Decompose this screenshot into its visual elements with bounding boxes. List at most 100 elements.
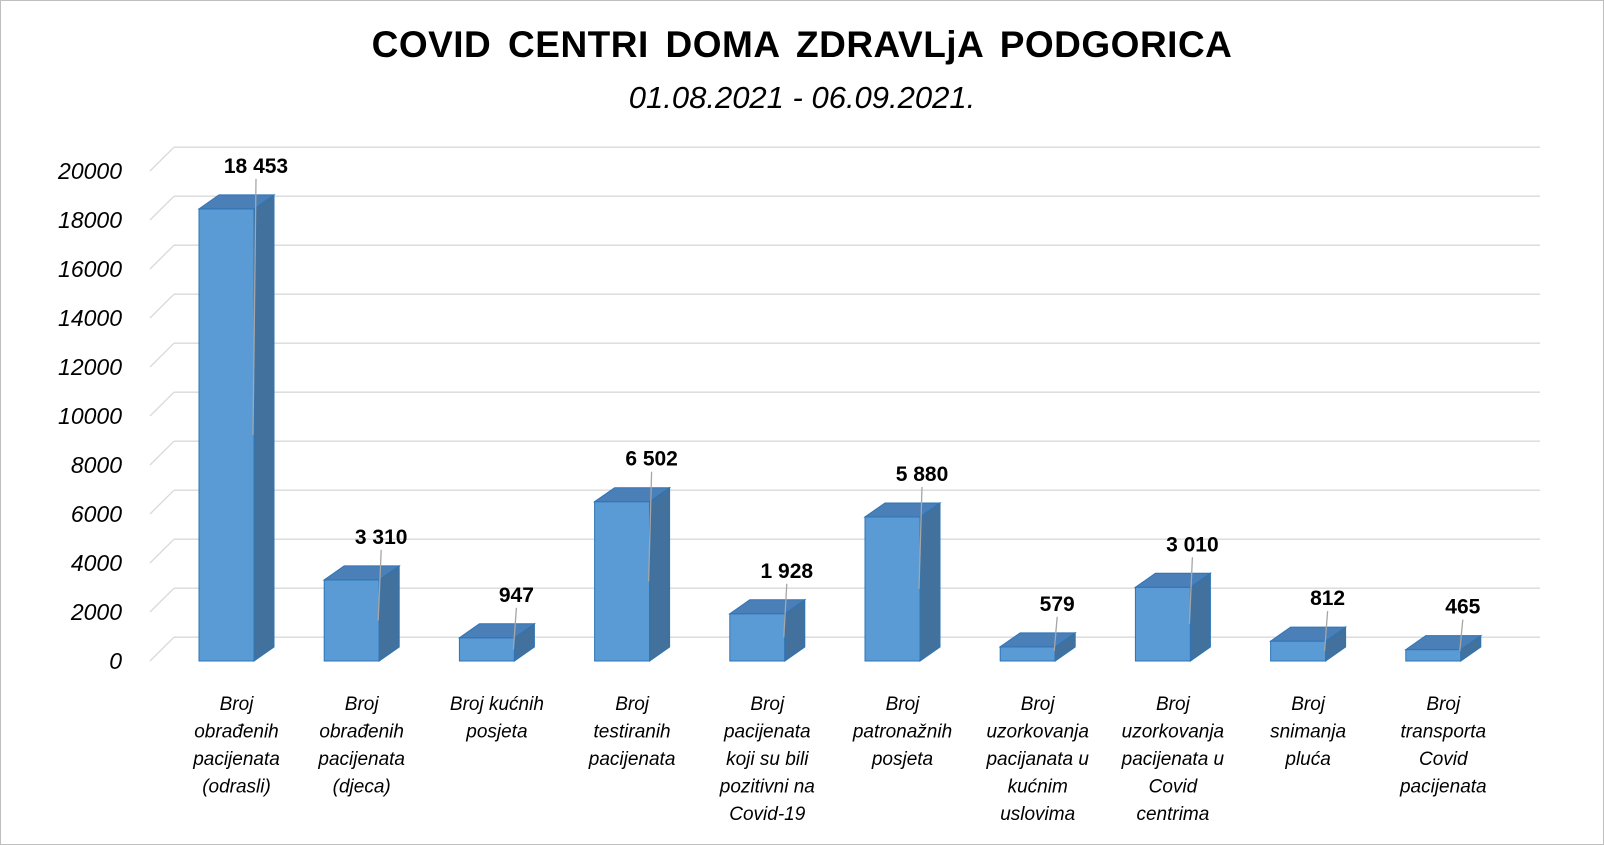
leader-line — [918, 486, 923, 589]
gridline-diagonal — [149, 244, 175, 270]
bar-top — [998, 632, 1077, 648]
bar-front — [1270, 640, 1327, 662]
x-tick-label-line: koji su bili — [726, 749, 809, 770]
x-tick-label-line: pacijenata — [1399, 777, 1487, 798]
x-tick-label-line: Broj — [1156, 694, 1191, 715]
gridline-diagonal — [149, 489, 175, 515]
x-tick-label-line: (odrasli) — [202, 777, 271, 798]
x-tick-label-line: posjeta — [871, 749, 933, 770]
x-axis-labels: Broj obrađenih pacijenata (odrasli) Broj obra… — [192, 694, 1486, 825]
x-tick-label-line: pacijanata u — [985, 749, 1089, 770]
data-label: 947 — [499, 584, 534, 607]
y-tick-label: 6000 — [71, 501, 122, 527]
x-tick-label-line: centrima — [1136, 804, 1209, 825]
x-tick-label-line: uslovima — [1000, 804, 1075, 825]
x-tick-label-line: uzorkovanja — [986, 722, 1088, 743]
bars — [197, 193, 1483, 662]
x-tick-label-line: Broj — [1291, 694, 1326, 715]
bar-front — [1405, 649, 1462, 662]
x-tick-label-line: uzorkovanja — [1122, 722, 1224, 743]
y-tick-label: 2000 — [70, 599, 122, 625]
x-tick-label-line: (djeca) — [333, 777, 391, 798]
chart-subtitle: 01.08.2021 - 06.09.2021. — [628, 80, 976, 115]
y-tick-label: 20000 — [57, 158, 122, 184]
data-label: 812 — [1310, 587, 1345, 610]
y-tick-label: 4000 — [71, 550, 122, 576]
data-label: 579 — [1040, 593, 1075, 616]
bar-front — [1134, 586, 1191, 662]
x-tick-label: Broj transporta Covid pacijenata — [1399, 694, 1487, 798]
leader-line — [647, 471, 653, 582]
bar-side — [253, 193, 275, 662]
leader-line — [512, 607, 518, 650]
data-label: 465 — [1445, 596, 1480, 619]
data-label: 1 928 — [761, 560, 814, 583]
gridline-diagonal — [149, 440, 175, 466]
data-label: 3 010 — [1166, 533, 1219, 556]
x-tick-label: Broj testiranih pacijenata — [588, 694, 676, 770]
bar-top — [1404, 635, 1483, 651]
gridline-diagonal — [149, 391, 175, 417]
leader-line — [1459, 619, 1464, 652]
x-tick-label: Broj patronažnih posjeta — [852, 694, 952, 770]
y-tick-label: 16000 — [58, 256, 122, 282]
y-tick-label: 0 — [109, 648, 122, 674]
x-tick-label-line: Covid — [1419, 749, 1469, 770]
x-tick-label-line: Covid — [1149, 777, 1199, 798]
chart-title: COVID CENTRI DOMA ZDRAVLjA PODGORICA — [371, 24, 1233, 65]
x-tick-label: Broj snimanja pluća — [1270, 694, 1346, 770]
gridline-diagonal — [149, 342, 175, 368]
x-tick-label-line: transporta — [1401, 722, 1487, 743]
x-tick-label-line: snimanja — [1270, 722, 1346, 743]
x-tick-label-line: Broj — [886, 694, 921, 715]
bar-top — [457, 623, 536, 639]
x-tick-label: Broj kućnih posjeta — [450, 694, 544, 743]
y-tick-label: 14000 — [58, 305, 122, 331]
bar-side — [649, 486, 671, 662]
data-label: 5 880 — [896, 463, 949, 486]
bar-front — [729, 613, 786, 662]
leader-line — [252, 178, 257, 435]
bar-front — [999, 646, 1056, 662]
data-label: 6 502 — [625, 448, 678, 471]
bar-front — [458, 637, 515, 662]
gridline-diagonal — [149, 195, 175, 221]
x-tick-label-line: pacijenata — [192, 749, 280, 770]
x-tick-label-line: Broj — [615, 694, 650, 715]
x-tick-label-line: pacijenata — [723, 722, 811, 743]
x-tick-label-line: Broj — [220, 694, 255, 715]
x-tick-label: Broj obrađenih pacijenata (odrasli) — [192, 694, 280, 798]
bar-top — [1269, 626, 1348, 642]
leader-line — [377, 549, 382, 621]
x-tick-label-line: pozitivni na — [719, 777, 815, 798]
leader-line — [1053, 616, 1058, 652]
bar-front — [323, 579, 380, 662]
leader-lines — [252, 178, 1464, 652]
x-tick-label-line: Covid-19 — [729, 804, 805, 825]
x-tick-label-line: pacijenata — [317, 749, 405, 770]
x-tick-label: Broj uzorkovanja pacijenata u Covid centrima — [1121, 694, 1225, 825]
gridline-diagonal — [149, 587, 175, 613]
x-tick-label: Broj pacijenata koji su bili pozitivni na Co… — [719, 694, 815, 825]
x-tick-label: Broj uzorkovanja pacijanata u kućnim uslovim… — [985, 694, 1089, 825]
bar-front — [864, 516, 921, 662]
y-tick-label: 8000 — [71, 452, 122, 478]
leader-line — [783, 583, 788, 638]
gridline-diagonal — [149, 636, 175, 662]
x-tick-label-line: Broj — [1021, 694, 1056, 715]
leader-line — [1188, 557, 1194, 625]
x-tick-label-line: posjeta — [465, 722, 527, 743]
bar-front — [198, 208, 255, 662]
bar-side — [378, 564, 400, 662]
x-tick-label-line: pacijenata — [588, 749, 676, 770]
leader-line — [1323, 611, 1329, 652]
y-axis-ticks: 0 2000 4000 6000 8000 10000 12000 14000 16000 180… — [57, 158, 122, 674]
gridline-diagonal — [149, 293, 175, 319]
bar-side — [919, 501, 941, 662]
x-tick-label-line: kućnim — [1008, 777, 1068, 798]
bar-front — [594, 501, 651, 662]
x-tick-label: Broj obrađenih pacijenata (djeca) — [317, 694, 405, 798]
data-labels: 18 453 3 310 947 6 502 1 928 5 880 579 3 010 812… — [224, 155, 1481, 619]
x-tick-label-line: Broj — [345, 694, 380, 715]
